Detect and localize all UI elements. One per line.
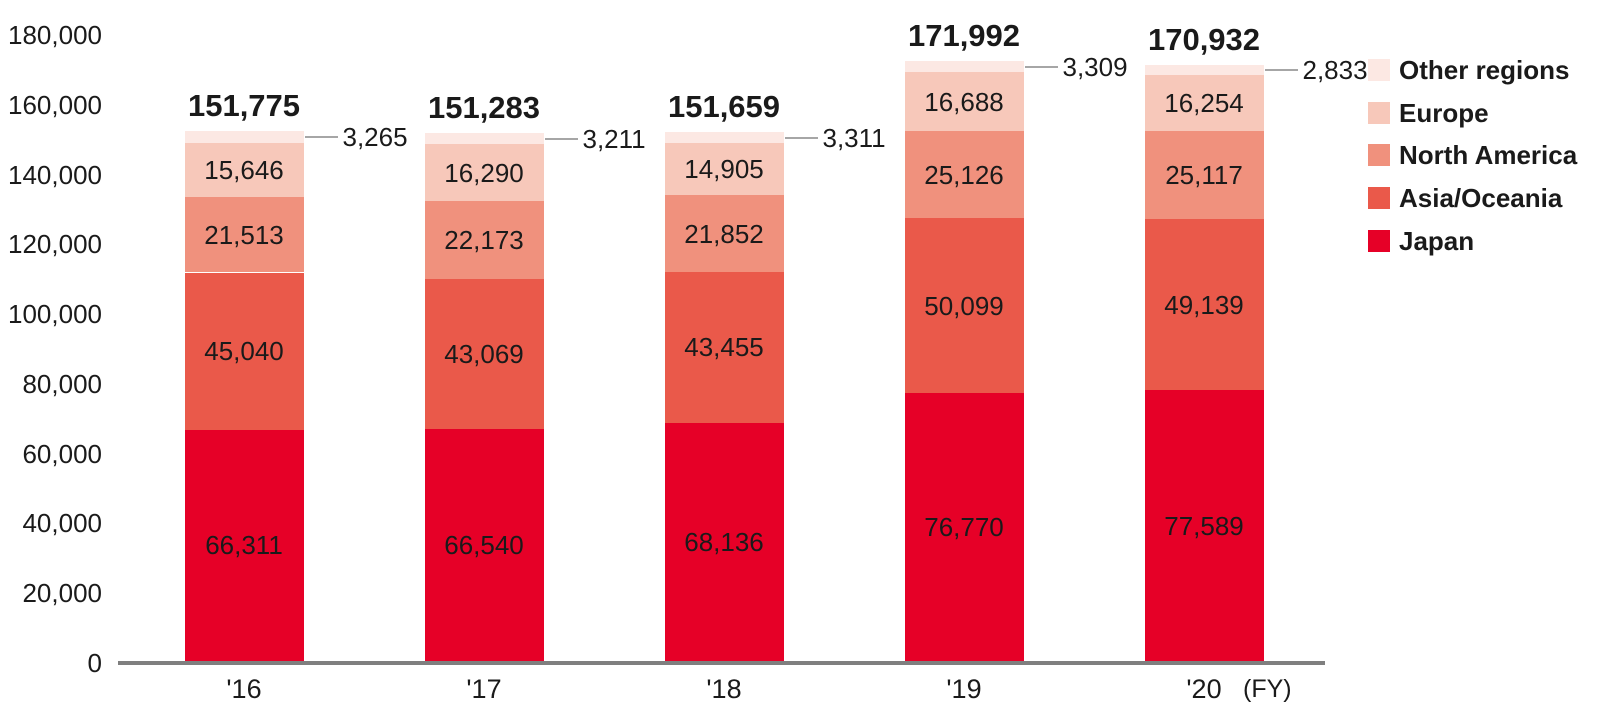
y-tick-label: 140,000 bbox=[8, 159, 102, 190]
segment-value-label: 16,254 bbox=[1164, 87, 1244, 118]
bar-segment-japan bbox=[184, 429, 304, 661]
bar-segment-other-regions bbox=[424, 133, 544, 145]
bar-segment-europe bbox=[424, 144, 544, 202]
segment-value-label: 22,173 bbox=[444, 224, 524, 255]
legend-swatch bbox=[1368, 59, 1390, 81]
segment-value-label: 25,117 bbox=[1165, 160, 1243, 191]
bar-segment-asia-oceania bbox=[904, 218, 1024, 394]
bar-segment-north-america bbox=[424, 201, 544, 279]
bar-segment-japan bbox=[424, 428, 544, 661]
bar-segment-asia-oceania bbox=[184, 272, 304, 430]
callout-value-label: 2,833 bbox=[1302, 54, 1368, 85]
bar-segment-japan bbox=[664, 423, 784, 661]
legend-label: Japan bbox=[1399, 225, 1475, 256]
y-tick-label: 120,000 bbox=[8, 229, 102, 260]
segment-value-label: 45,040 bbox=[204, 336, 284, 367]
legend-swatch bbox=[1368, 229, 1390, 252]
bar-segment-europe bbox=[904, 72, 1024, 131]
legend-item-japan: Japan bbox=[1368, 228, 1474, 254]
bar-segment-other-regions bbox=[1144, 64, 1264, 75]
segment-value-label: 25,126 bbox=[924, 159, 1004, 190]
y-tick-label: 100,000 bbox=[8, 299, 102, 330]
bar-segment-japan bbox=[904, 393, 1024, 661]
y-tick-label: 20,000 bbox=[22, 578, 102, 609]
legend-swatch bbox=[1368, 187, 1390, 210]
bar-segment-north-america bbox=[904, 130, 1024, 219]
legend-swatch bbox=[1368, 101, 1390, 124]
callout-value-label: 3,309 bbox=[1062, 51, 1128, 82]
legend-item-europe: Europe bbox=[1368, 100, 1489, 126]
y-tick-label: 180,000 bbox=[8, 20, 102, 50]
segment-value-label: 21,513 bbox=[204, 219, 284, 250]
segment-value-label: 66,540 bbox=[444, 529, 524, 560]
bar-total-label: 171,992 bbox=[907, 17, 1021, 53]
segment-value-label: 43,455 bbox=[684, 332, 764, 363]
segment-value-label: 50,099 bbox=[924, 290, 1004, 321]
bar-segment-asia-oceania bbox=[1144, 218, 1264, 391]
callout-value-label: 3,311 bbox=[822, 122, 886, 153]
bar-segment-north-america bbox=[1144, 131, 1264, 219]
bar-segment-asia-oceania bbox=[664, 271, 784, 424]
bar-segment-other-regions bbox=[184, 131, 304, 143]
bar-segment-asia-oceania bbox=[424, 278, 544, 429]
x-tick-label: '19 bbox=[946, 674, 982, 704]
legend-label: North America bbox=[1399, 140, 1578, 171]
x-tick-label: '17 bbox=[466, 674, 502, 704]
segment-value-label: 21,852 bbox=[684, 218, 764, 249]
x-tick-label: '16 bbox=[226, 674, 262, 704]
legend-item-other-regions: Other regions bbox=[1368, 57, 1569, 83]
x-tick-label: '18 bbox=[706, 674, 742, 704]
bar-segment-europe bbox=[664, 143, 784, 196]
segment-value-label: 15,646 bbox=[204, 155, 284, 186]
bar-total-label: 151,659 bbox=[667, 88, 781, 124]
segment-value-label: 77,589 bbox=[1164, 510, 1244, 541]
bar-total-label: 170,932 bbox=[1147, 21, 1261, 57]
legend-label: Other regions bbox=[1399, 55, 1570, 85]
callout-line bbox=[1024, 65, 1058, 68]
callout-value-label: 3,265 bbox=[342, 122, 408, 153]
legend-item-north-america: North America bbox=[1368, 142, 1577, 168]
x-axis-line bbox=[118, 661, 1325, 665]
bar-segment-other-regions bbox=[904, 60, 1024, 73]
segment-value-label: 49,139 bbox=[1164, 289, 1244, 320]
legend-item-asia-oceania: Asia/Oceania bbox=[1368, 185, 1562, 211]
segment-value-label: 16,290 bbox=[444, 157, 524, 188]
bar-segment-europe bbox=[184, 142, 304, 198]
y-tick-label: 80,000 bbox=[22, 368, 102, 399]
bar-segment-north-america bbox=[184, 197, 304, 273]
segment-value-label: 43,069 bbox=[444, 338, 524, 369]
bar-segment-north-america bbox=[664, 195, 784, 272]
x-axis-unit-label: (FY) bbox=[1243, 675, 1292, 703]
bar-segment-other-regions bbox=[664, 131, 784, 144]
segment-value-label: 16,688 bbox=[924, 86, 1004, 117]
callout-value-label: 3,211 bbox=[582, 123, 646, 154]
legend-label: Asia/Oceania bbox=[1399, 183, 1563, 214]
bar-total-label: 151,775 bbox=[187, 88, 301, 124]
segment-value-label: 14,905 bbox=[684, 154, 764, 185]
segment-value-label: 76,770 bbox=[924, 512, 1004, 543]
y-tick-label: 60,000 bbox=[22, 438, 102, 469]
segment-value-label: 68,136 bbox=[684, 527, 764, 558]
legend-swatch bbox=[1368, 144, 1390, 167]
bar-segment-japan bbox=[1144, 390, 1264, 661]
y-tick-label: 40,000 bbox=[22, 508, 102, 539]
y-tick-label: 0 bbox=[87, 648, 102, 678]
segment-value-label: 66,311 bbox=[205, 530, 283, 561]
callout-line bbox=[304, 136, 338, 139]
y-tick-label: 160,000 bbox=[8, 89, 102, 120]
legend-label: Europe bbox=[1399, 97, 1489, 128]
bar-total-label: 151,283 bbox=[427, 90, 541, 126]
callout-line bbox=[544, 137, 578, 140]
bar-segment-europe bbox=[1144, 74, 1264, 132]
callout-line bbox=[1264, 68, 1298, 71]
x-tick-label: '20 bbox=[1186, 674, 1222, 704]
callout-line bbox=[784, 136, 818, 139]
